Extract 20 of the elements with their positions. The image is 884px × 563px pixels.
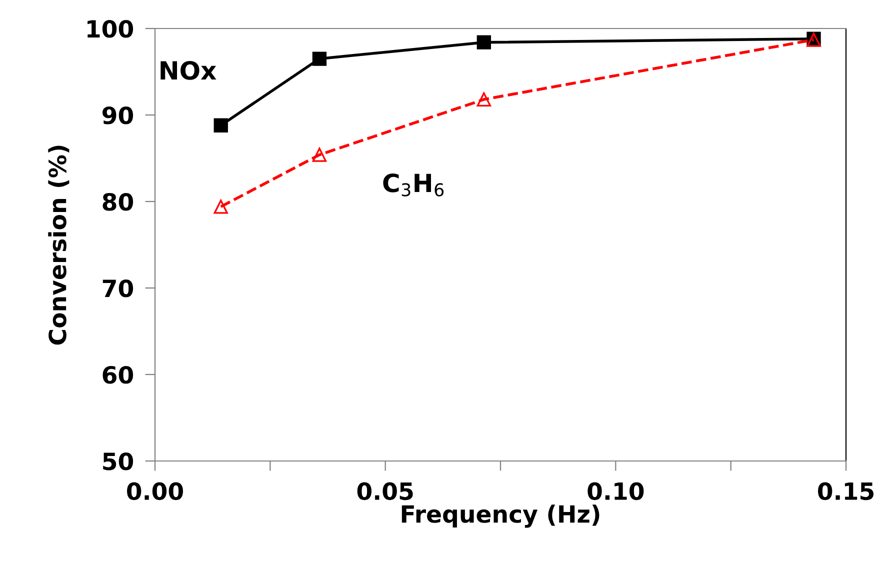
x-tick-label: 0.10 [588, 482, 644, 500]
y-tick-label: 90 [102, 106, 134, 124]
x-tick-label: 0.15 [818, 482, 874, 500]
y-tick-label: 80 [102, 192, 134, 211]
point [476, 35, 491, 50]
point [312, 52, 327, 66]
y-tick-label: 50 [103, 452, 134, 470]
x-tick-label: 0.05 [357, 482, 413, 500]
series-label: NOx [160, 60, 216, 80]
y-tick-label: 100 [88, 20, 134, 38]
y-axis-title: Conversion (%) [48, 146, 70, 345]
y-tick-label: 60 [102, 366, 134, 384]
y-tick-label: 70 [102, 279, 134, 298]
point [214, 118, 228, 132]
series-label: C$_{3}$H$_{6}$ [383, 173, 444, 196]
point [476, 92, 491, 107]
x-axis-title: Frequency (Hz) [402, 504, 600, 528]
text: 0.00 [127, 482, 183, 500]
point [214, 200, 228, 214]
point [312, 148, 327, 162]
